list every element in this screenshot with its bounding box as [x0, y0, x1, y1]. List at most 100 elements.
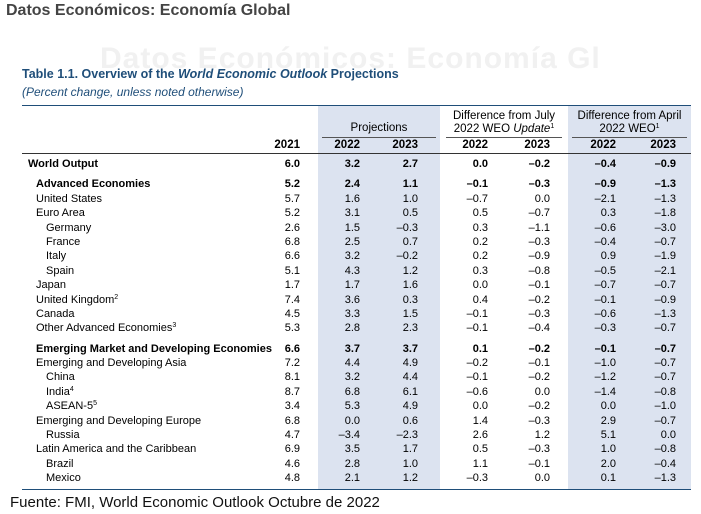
row-label-text: United Kingdom — [36, 293, 115, 306]
row-value: 0.6 — [402, 414, 418, 427]
row-value: –0.3 — [594, 322, 616, 335]
row-value: 0.3 — [600, 207, 616, 220]
year-header: 2023 — [524, 139, 550, 151]
projections-shade — [318, 106, 440, 490]
row-label-text: Italy — [46, 250, 67, 263]
row-value: 7.4 — [284, 293, 300, 306]
row-value: –0.1 — [466, 178, 488, 191]
row-value: –0.3 — [528, 414, 550, 427]
row-label-text: Germany — [46, 221, 92, 234]
row-value: –0.3 — [396, 221, 418, 234]
row-value: 1.0 — [402, 192, 418, 205]
table-row: Emerging Market and Developing Economies… — [22, 342, 691, 356]
row-value: 8.7 — [284, 385, 300, 398]
row-label: World Output — [28, 157, 98, 171]
row-value: –1.8 — [654, 207, 676, 220]
row-value: –0.2 — [528, 158, 550, 170]
group-april-line1: Difference from April — [577, 110, 682, 122]
row-value: 2.6 — [472, 429, 488, 442]
row-value: 0.3 — [472, 221, 488, 234]
row-label-text: United States — [36, 192, 103, 205]
row-value: –1.4 — [594, 385, 616, 398]
row-label: Emerging and Developing Asia — [36, 356, 186, 370]
table-subtitle: (Percent change, unless noted otherwise) — [22, 85, 244, 99]
row-value: 1.2 — [402, 472, 418, 485]
row-value: 4.8 — [284, 472, 300, 485]
row-value: 5.1 — [284, 264, 300, 277]
row-value: –0.7 — [654, 322, 676, 335]
table-body: World Output 6.0 3.2 2.7 0.0 –0.2 –0.4 –0.9 Adva… — [22, 157, 691, 486]
row-label: Other Advanced Economies3 — [36, 321, 176, 335]
row-value: 0.1 — [472, 342, 488, 355]
row-label: United States — [36, 192, 102, 206]
july-rule — [446, 137, 562, 138]
row-value: –0.7 — [654, 357, 676, 370]
row-value: 4.5 — [284, 307, 300, 320]
row-value: 5.1 — [600, 429, 616, 442]
row-value: –0.6 — [594, 221, 616, 234]
table-row: China 8.1 3.2 4.4 –0.1 –0.2 –1.2 –0.7 — [22, 370, 691, 384]
row-value: 6.6 — [284, 342, 300, 355]
row-value: 0.5 — [472, 443, 488, 456]
row-label-text: Mexico — [46, 472, 81, 485]
row-label: United Kingdom2 — [36, 293, 118, 307]
row-value: 0.0 — [472, 279, 488, 292]
row-value: –2.1 — [594, 192, 616, 205]
row-label-text: Russia — [46, 429, 80, 442]
row-value: 3.4 — [284, 400, 300, 413]
row-value: –0.7 — [594, 279, 616, 292]
row-value: 0.0 — [534, 385, 550, 398]
row-label: Spain — [46, 264, 74, 278]
table-row: Russia 4.7 –3.4 –2.3 2.6 1.2 5.1 0.0 — [22, 428, 691, 442]
row-value: 1.6 — [344, 192, 360, 205]
row-value: 8.1 — [284, 371, 300, 384]
page-heading: Datos Económicos: Economía Global — [6, 2, 291, 19]
row-value: 0.0 — [472, 158, 488, 170]
row-value: –0.8 — [654, 385, 676, 398]
row-value: 3.7 — [344, 342, 360, 355]
row-value: –0.4 — [594, 158, 616, 170]
group-july-sup: 1 — [550, 123, 555, 130]
row-value: –0.4 — [654, 457, 676, 470]
table-row: Other Advanced Economies3 5.3 2.8 2.3 –0.1 –0… — [22, 321, 691, 335]
row-value: 6.9 — [284, 443, 300, 456]
row-value: 4.9 — [402, 357, 418, 370]
row-footnote: 4 — [69, 385, 74, 393]
row-value: –0.1 — [466, 307, 488, 320]
table-row: Canada 4.5 3.3 1.5 –0.1 –0.3 –0.6 –1.3 — [22, 307, 691, 321]
row-value: –0.9 — [654, 158, 676, 170]
row-value: –0.7 — [654, 414, 676, 427]
row-value: –0.8 — [528, 264, 550, 277]
table-row: Germany 2.6 1.5 –0.3 0.3 –1.1 –0.6 –3.0 — [22, 221, 691, 235]
row-label-text: Latin America and the Caribbean — [36, 443, 197, 456]
april-shade — [568, 106, 691, 490]
row-value: 0.5 — [402, 207, 418, 220]
row-label: Italy — [46, 249, 66, 263]
row-value: 4.4 — [402, 371, 418, 384]
row-value: –0.9 — [654, 293, 676, 306]
row-value: –0.4 — [594, 235, 616, 248]
table-row: Japan 1.7 1.7 1.6 0.0 –0.1 –0.7 –0.7 — [22, 278, 691, 292]
row-value: 2.0 — [600, 457, 616, 470]
row-value: 0.0 — [472, 400, 488, 413]
table-title-italic: World Economic Outlook — [178, 67, 328, 81]
table-row: ASEAN-55 3.4 5.3 4.9 0.0 –0.2 0.0 –1.0 — [22, 399, 691, 413]
row-footnote: 5 — [93, 400, 97, 408]
row-value: 2.3 — [402, 322, 418, 335]
row-value: 0.9 — [600, 250, 616, 263]
source-note: Fuente: FMI, World Economic Outlook Octu… — [10, 494, 380, 511]
row-value: –0.6 — [594, 307, 616, 320]
row-value: –0.2 — [528, 293, 550, 306]
row-label: Germany — [46, 221, 91, 235]
watermark-text: Datos Económicos: Economía Gl — [100, 42, 601, 75]
row-value: 2.6 — [284, 221, 300, 234]
row-value: –1.3 — [654, 178, 676, 191]
table-row: World Output 6.0 3.2 2.7 0.0 –0.2 –0.4 –0.9 — [22, 157, 691, 171]
row-label: China — [46, 370, 75, 384]
row-label: Advanced Economies — [36, 177, 150, 191]
row-footnote: 3 — [172, 322, 177, 330]
row-value: –0.7 — [654, 279, 676, 292]
row-value: 2.8 — [344, 457, 360, 470]
row-value: 0.5 — [472, 207, 488, 220]
row-value: 0.0 — [600, 400, 616, 413]
